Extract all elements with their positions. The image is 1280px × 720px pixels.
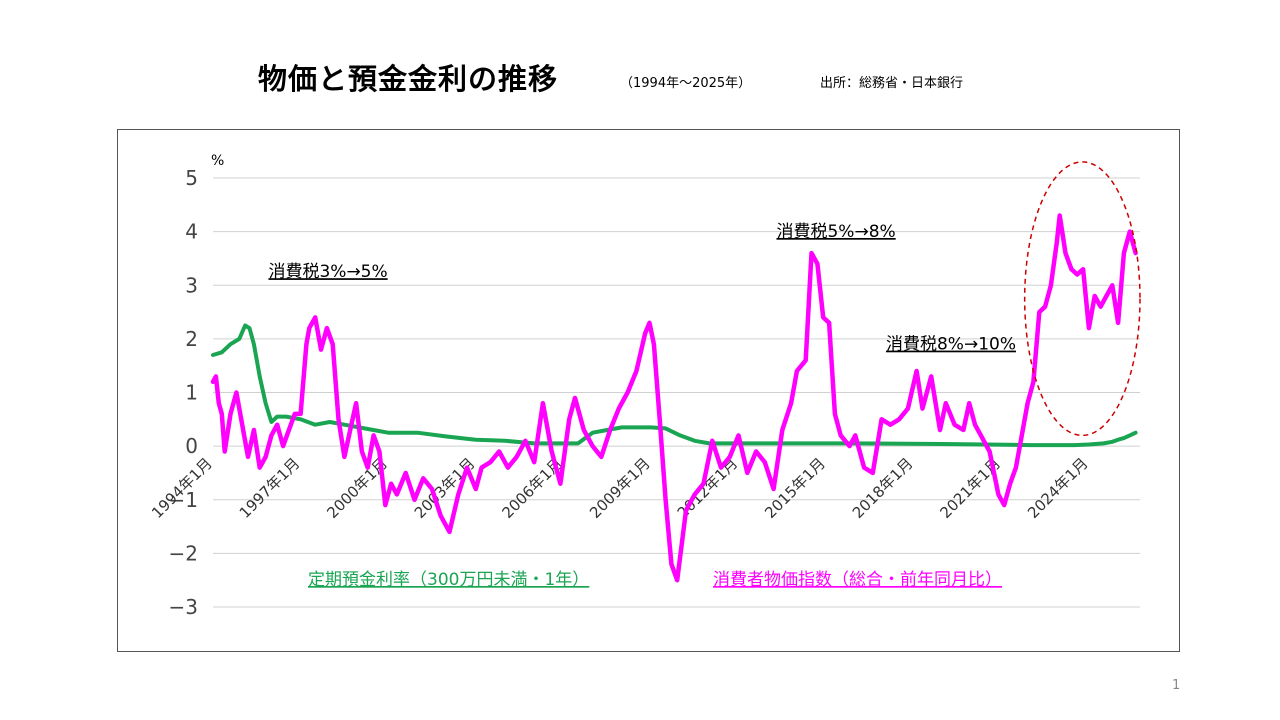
y-tick-label: 2 xyxy=(185,327,198,351)
source-note: 出所：総務省・日本銀行 xyxy=(820,76,964,91)
y-tick-label: 0 xyxy=(185,434,198,458)
x-tick-label: 2009年1月 xyxy=(586,454,654,522)
y-tick-label: −1 xyxy=(169,488,198,512)
y-tick-label: 4 xyxy=(185,220,198,244)
x-tick-label: 2024年1月 xyxy=(1024,454,1092,522)
y-tick-label: 5 xyxy=(185,166,198,190)
series-label: 消費者物価指数（総合・前年同月比） xyxy=(713,570,1002,590)
y-tick-label: −3 xyxy=(169,595,198,619)
slide-number: 1 xyxy=(1172,678,1181,693)
x-tick-label: 1997年1月 xyxy=(236,454,304,522)
series-label: 定期預金利率（300万円未満・1年） xyxy=(308,570,589,590)
chart-frame: 5 4 3 2 1 0 −1 −2 −3% 1994年1月 1997年1月 2000年1月 2003年1… xyxy=(117,129,1180,652)
period-subtitle: （1994年～2025年） xyxy=(620,76,752,91)
tax-annotation: 消費税5%→8% xyxy=(776,222,895,242)
y-axis-unit-label: % xyxy=(211,153,224,169)
tax-annotation: 消費税3%→5% xyxy=(268,262,387,282)
y-tick-label: 1 xyxy=(185,381,198,405)
highlight-ellipse xyxy=(1023,161,1141,437)
x-tick-label: 2018年1月 xyxy=(849,454,917,522)
page-title: 物価と預金金利の推移 xyxy=(258,62,559,96)
x-tick-label: 1994年1月 xyxy=(148,454,216,522)
cpi-line xyxy=(210,213,1138,583)
y-tick-label: 3 xyxy=(185,273,198,297)
tax-annotation: 消費税8%→10% xyxy=(886,335,1016,355)
y-tick-label: −2 xyxy=(169,541,198,565)
